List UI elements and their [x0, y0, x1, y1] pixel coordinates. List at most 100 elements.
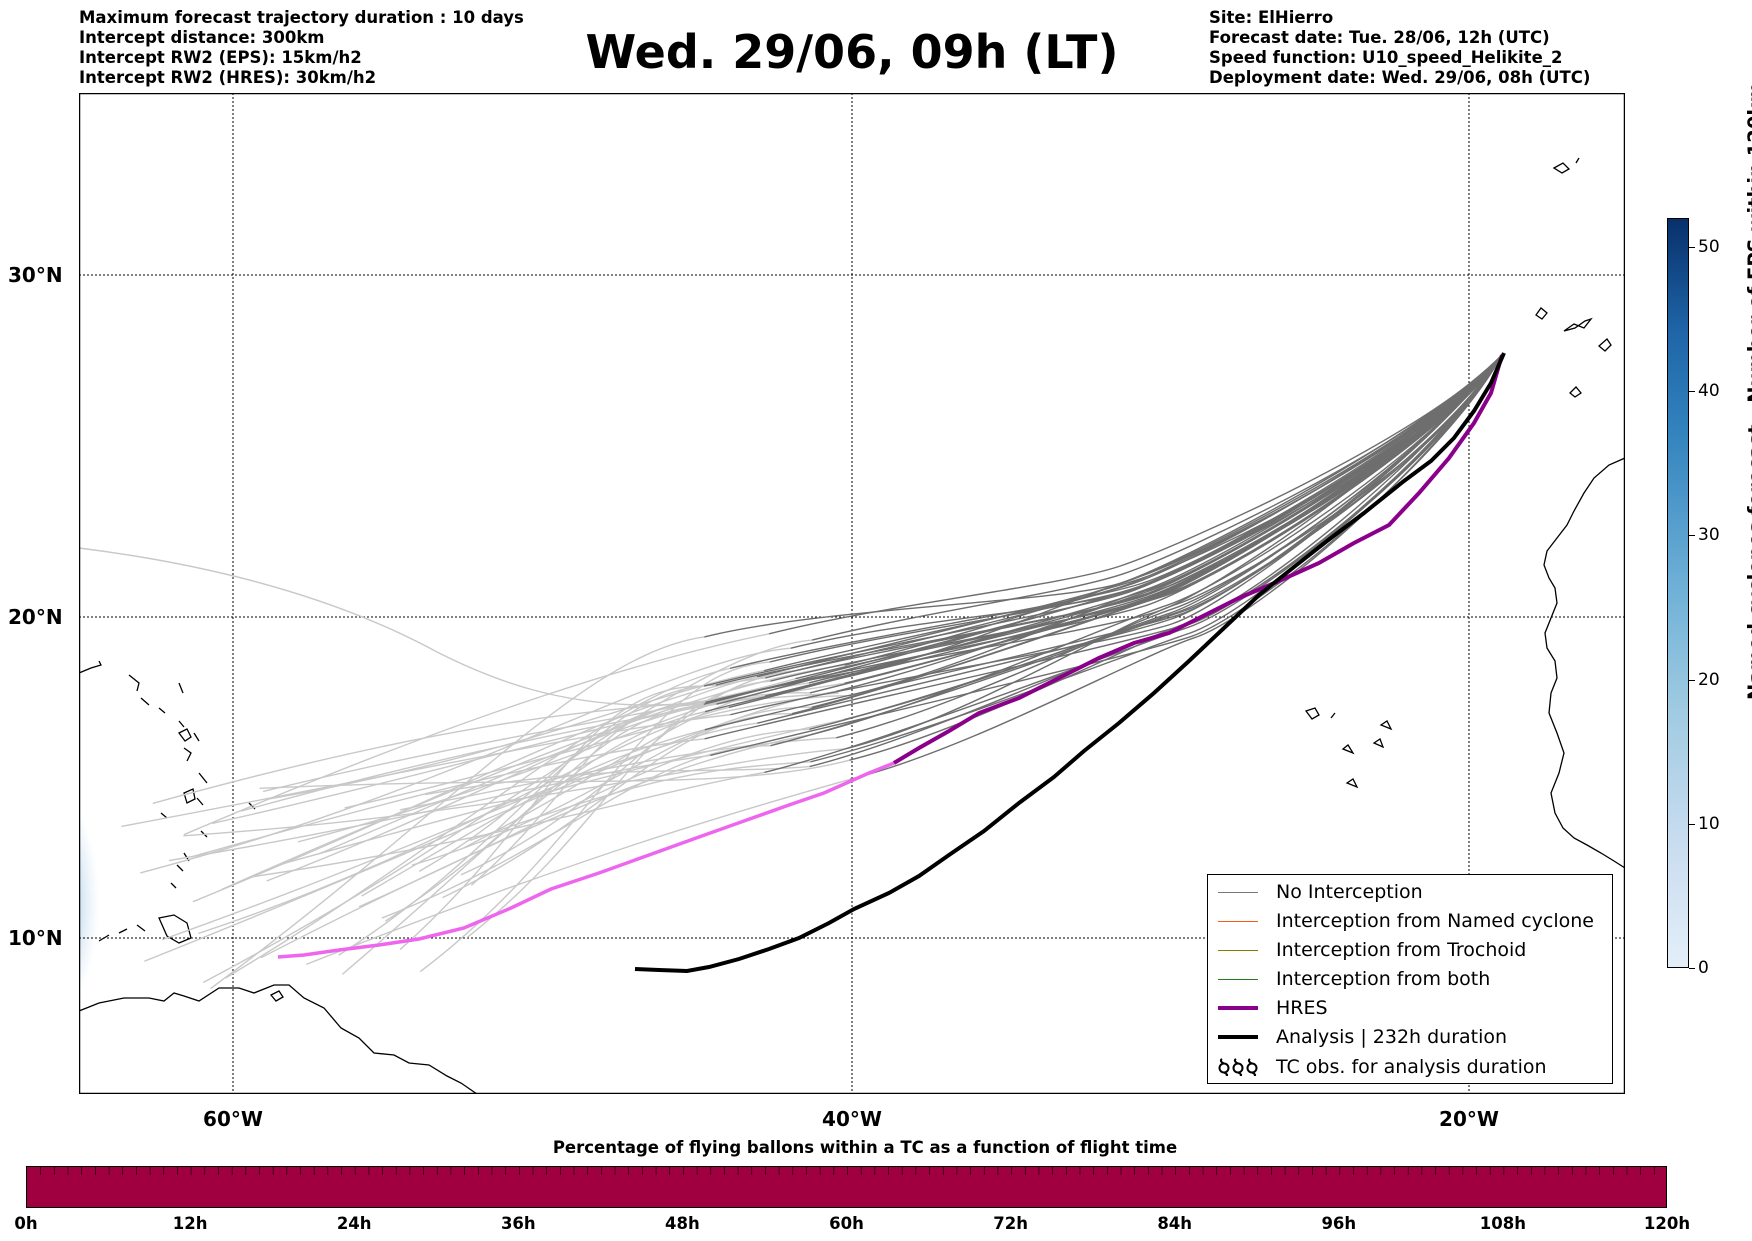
lon-label-60w: 60°W [203, 1107, 263, 1131]
legend-line-both [1216, 978, 1260, 980]
flight-bar-graphic [27, 1167, 1666, 1207]
ensemble-trajectory-tail [152, 701, 706, 805]
legend-item-both: Interception from both [1216, 965, 1490, 993]
ensemble-trajectory [796, 354, 1503, 672]
ensemble-trajectory-tail [399, 685, 705, 951]
ensemble-trajectory [770, 354, 1503, 747]
colorbar-tick [1689, 535, 1695, 537]
legend-label: Interception from both [1276, 968, 1491, 990]
graticule [79, 93, 1625, 1094]
flight-bar-fill [27, 1167, 1666, 1207]
colorbar-tick-label: 0 [1698, 958, 1709, 978]
header-right-line: Site: ElHierro [1209, 8, 1334, 27]
ensemble-trajectory-tail [305, 778, 851, 966]
header-right-line: Deployment date: Wed. 29/06, 08h (UTC) [1209, 68, 1591, 87]
trajectories [79, 352, 1506, 990]
legend-label: TC obs. for analysis duration [1276, 1056, 1547, 1078]
legend-item-hres: HRES [1216, 994, 1328, 1022]
flight-bar-tick-label: 60h [829, 1214, 864, 1233]
ensemble-trajectory-tail [469, 761, 811, 842]
colorbar-tick [1689, 679, 1695, 681]
ensemble-trajectory [704, 354, 1503, 713]
legend-item-trochoid: Interception from Trochoid [1216, 936, 1526, 964]
legend-label: HRES [1276, 997, 1328, 1019]
legend-line-named-cyclone [1216, 920, 1260, 922]
ensemble-trajectory-tail [341, 710, 706, 975]
analysis-trajectory [634, 352, 1506, 974]
lon-label-40w: 40°W [822, 1107, 882, 1131]
colorbar-tick-label: 20 [1698, 669, 1720, 690]
lat-label-10n: 10°N [8, 926, 63, 950]
header-left-line: Intercept RW2 (HRES): 30km/h2 [79, 68, 377, 87]
flight-time-bar [26, 1166, 1667, 1208]
header-left-info: Maximum forecast trajectory duration : 1… [79, 8, 524, 88]
ensemble-trajectory-tail [161, 722, 758, 941]
header-left-line: Maximum forecast trajectory duration : 1… [79, 8, 524, 27]
hres-trajectory-faded [277, 761, 895, 959]
header-left-line: Intercept RW2 (EPS): 15km/h2 [79, 48, 362, 67]
tc-symbol-icon [1216, 1058, 1260, 1076]
flight-bar-tick-label: 72h [993, 1214, 1028, 1233]
colorbar-tick-label: 30 [1698, 525, 1720, 546]
legend-label: Interception from Named cyclone [1276, 910, 1594, 932]
legend-line-no-interception [1216, 891, 1260, 893]
ensemble-trajectory-tail [442, 712, 792, 899]
flight-bar-tick-label: 36h [500, 1214, 536, 1233]
colorbar-tick-label: 10 [1698, 813, 1720, 834]
header-left-line: Intercept distance: 300km [79, 28, 325, 47]
lat-label-30n: 30°N [8, 263, 63, 287]
ensemble-trajectory [729, 354, 1503, 670]
ensemble-trajectory-tail [79, 547, 840, 706]
flight-bar-title: Percentage of flying ballons within a TC… [552, 1138, 1178, 1157]
ensemble-trajectory-tail [192, 677, 766, 903]
legend-line-hres [1216, 1006, 1260, 1010]
ensemble-trajectory [809, 354, 1503, 730]
trinidad-island [269, 990, 284, 1002]
flight-bar-tick-label: 12h [172, 1214, 208, 1233]
ensemble-trajectory-tail [212, 695, 766, 825]
header-right-line: Speed function: U10_speed_Helikite_2 [1209, 48, 1563, 67]
south-america-coast [79, 984, 478, 1094]
colorbar-tick [1689, 823, 1695, 825]
african-coast [1543, 457, 1625, 869]
ensemble-trajectory-tail [225, 667, 731, 979]
legend-item-named-cyclone: Interception from Named cyclone [1216, 907, 1594, 935]
ensemble-trajectory-tail [210, 636, 705, 990]
legend-label: Analysis | 232h duration [1276, 1026, 1508, 1048]
legend-line-trochoid [1216, 949, 1260, 951]
legend-label: Interception from Trochoid [1276, 939, 1527, 961]
flight-bar-tick-label: 120h [1643, 1214, 1691, 1233]
ensemble-trajectory [764, 354, 1503, 774]
map-border [79, 93, 1625, 1094]
ensemble-trajectory-tail [183, 748, 846, 837]
legend-item-analysis: Analysis | 232h duration [1216, 1023, 1507, 1051]
flight-bar-tick-label: 0h [14, 1214, 38, 1233]
flight-bar-tick-label: 108h [1479, 1214, 1526, 1233]
ensemble-trajectory [728, 354, 1503, 709]
ensemble-trajectory [704, 354, 1503, 731]
canary-islands [1535, 307, 1612, 398]
ensemble-trajectory [811, 354, 1503, 641]
legend-label: No Interception [1276, 881, 1423, 903]
cyclone-colorbar-title: Named cyclones forecast - Number of EPS … [1744, 82, 1752, 700]
ensemble-trajectory [849, 354, 1503, 780]
colorbar-tick [1689, 391, 1695, 393]
colorbar-tick-label: 50 [1698, 236, 1720, 257]
header-right-line: Forecast date: Tue. 28/06, 12h (UTC) [1209, 28, 1550, 47]
colorbar-tick [1689, 968, 1695, 969]
ensemble-trajectory-tail [221, 664, 845, 890]
ensemble-trajectory-tail [385, 703, 717, 922]
ensemble-trajectory-tail [381, 744, 771, 919]
lesser-antilles-islands [98, 728, 196, 942]
faded-trajectories [79, 547, 851, 990]
flight-bar-tick-label: 84h [1157, 1214, 1193, 1233]
madeira-island [1552, 157, 1580, 174]
ensemble-trajectory [757, 354, 1503, 724]
ensemble-trajectory-tail [262, 677, 796, 793]
legend-line-analysis [1216, 1035, 1260, 1039]
ensemble-trajectory-tail [460, 669, 797, 876]
coastlines [79, 157, 1625, 1094]
venezuela-peninsula [158, 914, 192, 944]
cyclone-colorbar [1667, 218, 1689, 968]
ensemble-trajectory-tail [466, 680, 771, 939]
